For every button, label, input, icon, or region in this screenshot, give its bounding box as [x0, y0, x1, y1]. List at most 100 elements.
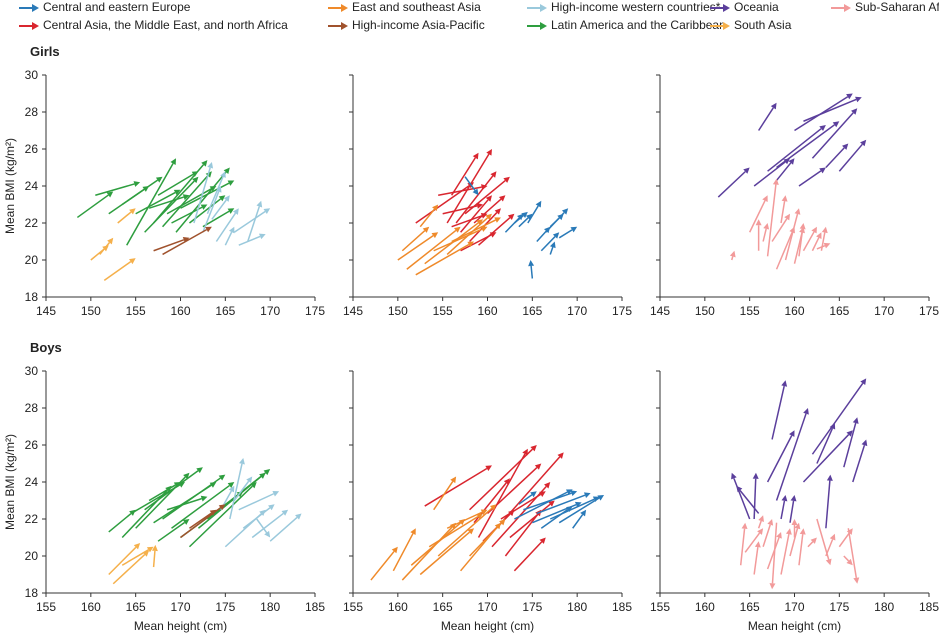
arrow-head [182, 519, 190, 525]
arrow-shaft [152, 550, 156, 568]
data-arrow [166, 495, 208, 511]
arrow-shaft [103, 261, 132, 281]
data-arrow [753, 541, 761, 575]
arrow-shaft [469, 522, 502, 557]
data-arrow [504, 213, 524, 233]
arrow-head [246, 476, 253, 484]
arrow-shaft [464, 179, 506, 215]
data-arrow [171, 204, 208, 224]
data-arrow [151, 544, 158, 568]
legend-item: High-income western countries* [526, 0, 720, 14]
data-arrow [233, 208, 271, 233]
data-arrow [753, 158, 791, 187]
arrow-head [486, 149, 492, 156]
arrow-shaft [780, 500, 786, 520]
arrow-head [200, 204, 208, 210]
data-arrow [739, 522, 748, 566]
arrow-shaft [549, 246, 554, 255]
arrow-shaft [428, 515, 479, 548]
arrow-shaft [437, 507, 493, 557]
arrow-shaft [766, 537, 780, 570]
arrow-head [819, 124, 826, 132]
arrow-head [535, 200, 542, 208]
x-tick-label: 165 [829, 304, 849, 318]
arrow-head [480, 226, 488, 232]
x-tick-label: 165 [433, 600, 453, 614]
data-arrow [148, 194, 190, 209]
y-tick-label: 24 [25, 179, 39, 193]
x-tick-label: 150 [81, 304, 101, 318]
x-tick-label: 175 [919, 304, 939, 318]
arrow-shaft [419, 208, 435, 228]
arrow-shaft [825, 147, 845, 169]
arrow-head [521, 211, 528, 219]
arrow-head [770, 102, 777, 110]
arrow-shaft [811, 382, 864, 455]
arrow-shaft [558, 497, 600, 524]
data-arrow [450, 152, 479, 196]
arrow-head [191, 171, 199, 177]
y-tick-label: 24 [25, 475, 39, 489]
data-arrow [776, 121, 840, 169]
arrow-shaft [775, 413, 807, 501]
arrow-head [476, 202, 484, 209]
arrow-shaft [446, 511, 483, 529]
arrow-shaft [211, 199, 227, 220]
arrow-head [507, 213, 515, 220]
data-arrow [527, 200, 542, 224]
x-tick-label: 185 [612, 600, 632, 614]
data-arrow [816, 518, 832, 566]
data-arrow [95, 181, 141, 196]
arrow-shaft [753, 161, 786, 187]
arrow-shaft [433, 228, 483, 252]
arrow-shaft [392, 533, 414, 572]
arrow-shaft [415, 185, 470, 224]
arrow-shaft [464, 176, 476, 191]
arrow-shaft [148, 196, 184, 209]
arrow-head [410, 528, 416, 535]
data-arrow [820, 226, 828, 251]
arrow-shaft [473, 198, 502, 224]
x-tick-label: 175 [612, 304, 632, 318]
arrow-shaft [256, 518, 268, 534]
arrow-shaft [798, 534, 804, 566]
arrow-head [201, 160, 208, 167]
data-arrow [121, 176, 163, 206]
arrow-shaft [807, 541, 814, 548]
data-arrow [717, 167, 750, 198]
data-arrow [419, 528, 475, 576]
arrow-shaft [76, 194, 109, 219]
x-tick-label: 155 [343, 600, 363, 614]
arrow-head [256, 200, 263, 208]
arrow-head [574, 501, 582, 508]
panel-girls-1: 18 20 22 24 26 28 30 145 150 155 160 165 170 175 Mean … [3, 68, 325, 318]
arrow-head [422, 226, 430, 233]
arrow-head [227, 180, 235, 186]
arrow-shaft [157, 521, 186, 542]
arrow-head [530, 491, 537, 498]
arrow-shaft [242, 507, 271, 529]
panel-girls-3: 145 150 155 160 165 170 175 [650, 74, 939, 318]
arrow-head [503, 478, 510, 485]
arrow-shaft [193, 167, 211, 224]
arrow-head [767, 519, 774, 526]
arrow-head [218, 474, 226, 481]
panel-boys-1: 18 20 22 24 26 28 30 155 160 165 170 175 180 185 Mean … [3, 364, 325, 633]
arrow-shaft [513, 215, 524, 224]
arrow-shaft [144, 180, 195, 233]
x-tick-label: 155 [740, 304, 760, 318]
arrow-shaft [148, 484, 176, 502]
arrow-shaft [825, 539, 834, 557]
arrow-shaft [415, 243, 470, 276]
arrow-shaft [771, 385, 785, 440]
data-arrow [251, 509, 289, 539]
arrow-shaft [757, 520, 762, 529]
y-tick-label: 18 [25, 586, 39, 600]
data-arrow [843, 555, 853, 566]
arrow-shaft [523, 492, 572, 511]
arrow-shaft [802, 434, 850, 483]
arrow-shaft [748, 200, 766, 233]
y-tick-label: 30 [25, 68, 39, 82]
arrow-shaft [758, 107, 774, 131]
arrow-head [561, 208, 569, 215]
